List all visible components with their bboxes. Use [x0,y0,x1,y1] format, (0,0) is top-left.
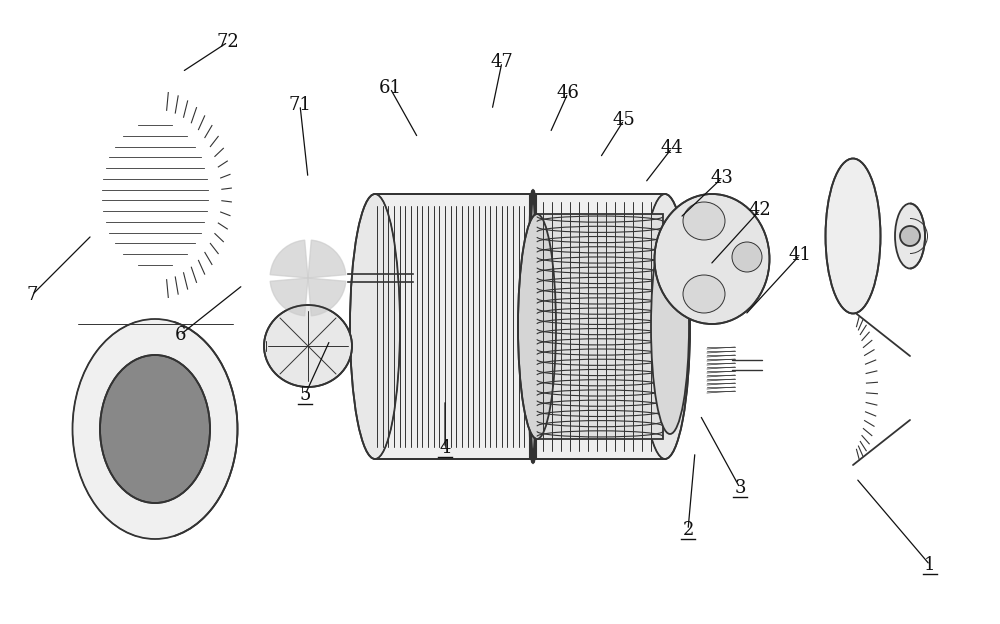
Ellipse shape [654,194,770,324]
Polygon shape [375,194,665,459]
Ellipse shape [826,158,881,313]
Ellipse shape [350,194,400,459]
Polygon shape [308,278,346,316]
Text: 42: 42 [749,201,771,219]
Ellipse shape [683,275,725,313]
Text: 45: 45 [613,111,635,129]
Ellipse shape [900,226,920,246]
Ellipse shape [100,355,210,503]
Text: 44: 44 [661,139,683,157]
Polygon shape [537,214,663,439]
Ellipse shape [895,203,925,268]
Text: 7: 7 [26,286,38,304]
Text: 43: 43 [711,169,733,187]
Text: 41: 41 [789,246,811,264]
Ellipse shape [518,214,556,439]
Polygon shape [270,278,308,316]
Polygon shape [308,240,346,278]
Text: 6: 6 [174,326,186,344]
Text: 61: 61 [378,79,402,97]
Text: 4: 4 [439,439,451,457]
Text: 2: 2 [682,521,694,539]
Text: 5: 5 [299,386,311,404]
Text: 3: 3 [734,479,746,497]
Ellipse shape [651,219,689,434]
Ellipse shape [640,194,690,459]
Ellipse shape [264,305,352,387]
Polygon shape [270,240,308,278]
Ellipse shape [683,202,725,240]
Ellipse shape [72,319,238,539]
Text: 71: 71 [289,96,311,114]
Text: 1: 1 [924,556,936,574]
Ellipse shape [732,242,762,272]
Text: 46: 46 [557,84,579,102]
Text: 47: 47 [491,53,513,71]
Text: 72: 72 [217,33,239,51]
